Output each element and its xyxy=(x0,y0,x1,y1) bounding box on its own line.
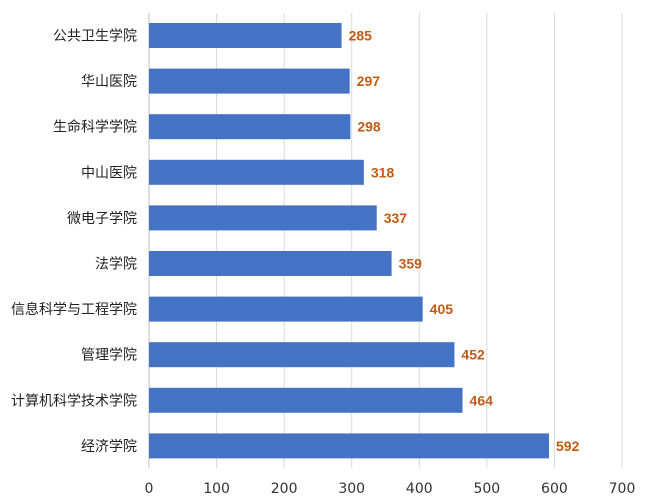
data-label: 285 xyxy=(349,28,373,44)
x-tick-label: 600 xyxy=(541,481,568,497)
data-label: 297 xyxy=(357,73,381,89)
bar xyxy=(149,114,351,140)
category-label: 法学院 xyxy=(95,257,137,273)
x-tick-label: 100 xyxy=(203,481,230,497)
bar xyxy=(149,251,392,276)
category-label: 计算机科学技术学院 xyxy=(11,393,137,409)
x-tick-label: 200 xyxy=(271,481,298,497)
category-label: 信息科学与工程学院 xyxy=(11,301,137,318)
bar xyxy=(149,296,423,322)
category-labels: 公共卫生学院华山医院生命科学学院中山医院微电子学院法学院信息科学与工程学院管理学… xyxy=(11,29,137,455)
data-label: 359 xyxy=(399,256,423,272)
bar xyxy=(149,159,364,185)
x-tick-label: 0 xyxy=(145,481,154,497)
category-label: 生命科学学院 xyxy=(53,119,137,136)
data-label: 464 xyxy=(470,392,494,408)
bar xyxy=(149,23,342,48)
bar xyxy=(149,205,377,231)
bar xyxy=(149,68,350,94)
data-labels: 285 297 298 318 337 359 405 452 464 592 xyxy=(349,28,580,454)
data-label: 298 xyxy=(357,119,381,135)
data-label: 592 xyxy=(556,438,580,454)
bar xyxy=(149,387,463,413)
x-tick-label: 400 xyxy=(406,481,433,497)
x-tick-label: 300 xyxy=(338,481,365,497)
bar xyxy=(149,342,455,368)
category-label: 微电子学院 xyxy=(67,211,137,227)
category-label: 公共卫生学院 xyxy=(53,29,137,45)
bars xyxy=(149,23,550,459)
category-label: 中山医院 xyxy=(81,165,137,181)
category-label: 管理学院 xyxy=(81,348,137,364)
data-label: 318 xyxy=(371,164,395,180)
data-label: 452 xyxy=(461,347,485,363)
data-label: 405 xyxy=(430,301,454,317)
x-tick-label: 700 xyxy=(609,481,636,497)
category-label: 经济学院 xyxy=(81,439,137,455)
category-label: 华山医院 xyxy=(81,74,137,90)
data-label: 337 xyxy=(384,210,408,226)
bar xyxy=(149,433,550,459)
x-tick-label: 500 xyxy=(473,481,500,497)
x-axis-ticks: 0 100 200 300 400 500 600 700 xyxy=(145,481,636,497)
